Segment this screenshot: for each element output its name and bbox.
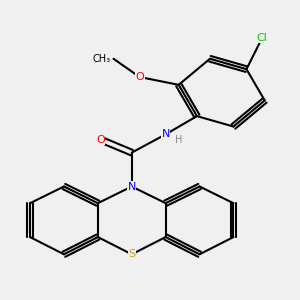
Text: H: H: [175, 135, 182, 145]
Text: N: N: [128, 182, 136, 191]
Text: N: N: [161, 129, 170, 140]
Text: O: O: [135, 72, 144, 82]
Text: CH₃: CH₃: [93, 54, 111, 64]
Text: Cl: Cl: [257, 33, 268, 43]
Text: O: O: [96, 135, 105, 145]
Text: S: S: [128, 249, 135, 259]
